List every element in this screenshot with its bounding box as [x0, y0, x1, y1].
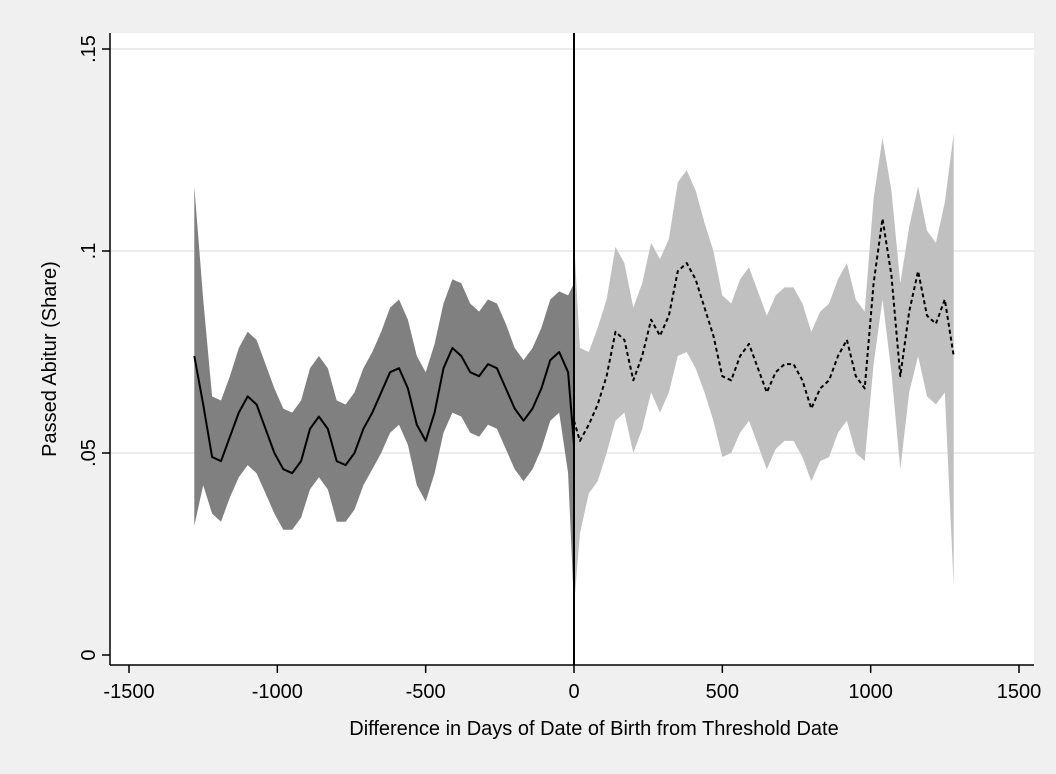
x-tick-label: 0: [568, 681, 579, 703]
x-tick-label: 1000: [848, 681, 893, 703]
y-tick-label: 0: [78, 649, 100, 660]
fitted-lines: [193, 217, 955, 475]
y-tick-label: .1: [78, 243, 100, 260]
y-axis-title: Passed Abitur (Share): [39, 261, 61, 457]
x-tick-label: -1500: [103, 681, 154, 703]
x-tick-label: -500: [406, 681, 446, 703]
fitted-line-1: [193, 347, 575, 475]
x-tick-label: 1500: [997, 681, 1042, 703]
y-tick-label: .15: [78, 35, 100, 63]
confidence-band-1: [194, 186, 575, 607]
confidence-bands: [194, 133, 954, 607]
confidence-band-2: [574, 133, 954, 607]
y-tick-label: .05: [78, 439, 100, 467]
axes: [109, 33, 1034, 666]
x-axis-title: Difference in Days of Date of Birth from…: [349, 718, 838, 740]
x-tick-label: -1000: [252, 681, 303, 703]
axis-ticks: -1500 -1000 -500 0 500 1000 1500 0 .05 .1 .15: [78, 35, 1041, 703]
x-tick-label: 500: [706, 681, 739, 703]
